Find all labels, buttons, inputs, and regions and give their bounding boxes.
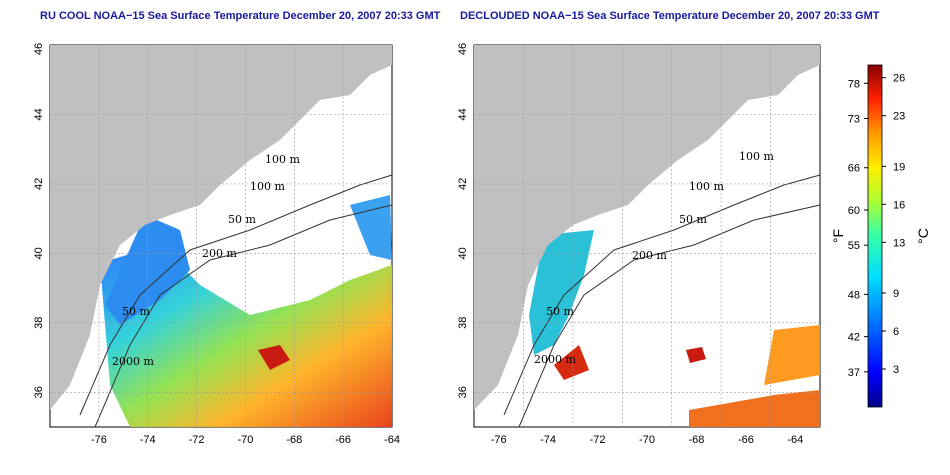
- colorbar-celsius-tick-label: 23: [893, 111, 905, 123]
- right-shelf-contour: [503, 174, 821, 416]
- left-contour-label-200m: 200 m: [202, 247, 237, 260]
- left-sst-warm-area: [100, 245, 392, 427]
- right-x-ticks: -76 -74 -72 -70 -68 -66 -64: [491, 434, 804, 446]
- colorbar-celsius-tick-label: 6: [893, 326, 899, 338]
- left-x-tick-label: -74: [140, 434, 156, 446]
- left-y-tick-label: 44: [33, 108, 45, 120]
- right-y-ticks: 36 38 40 42 44 46: [457, 43, 469, 399]
- left-contour-label-100m-a: 100 m: [265, 153, 300, 166]
- right-y-tick-label: 38: [457, 317, 469, 329]
- left-x-tick-label: -70: [237, 434, 253, 446]
- colorbar-gradient: [867, 64, 883, 408]
- left-warm-eddy: [258, 345, 290, 370]
- right-x-tick-label: -74: [540, 434, 556, 446]
- colorbar-celsius-tick-label: 9: [893, 288, 899, 300]
- left-y-tick-label: 40: [33, 247, 45, 259]
- right-sst-warm-patch: [554, 345, 589, 380]
- right-y-tick-label: 36: [457, 386, 469, 398]
- right-y-tick-label: 42: [457, 178, 469, 190]
- left-contour-label-100m-b: 100 m: [250, 180, 285, 193]
- right-y-tick-label: 40: [457, 247, 469, 259]
- left-land-mass: [50, 45, 392, 410]
- left-x-tick-label: -68: [286, 434, 302, 446]
- left-shelf-contour: [79, 174, 393, 416]
- right-land-mass: [474, 45, 820, 410]
- left-x-tick-label: -76: [91, 434, 107, 446]
- left-sst-patch-north: [350, 195, 392, 260]
- right-x-tick-label: -76: [491, 434, 507, 446]
- left-deep-contour: [94, 204, 393, 428]
- left-y-ticks: 36 38 40 42 44 46: [33, 43, 45, 399]
- left-map-title: RU COOL NOAA−15 Sea Surface Temperature …: [40, 10, 441, 22]
- right-x-tick-label: -66: [738, 434, 754, 446]
- colorbar-fahrenheit-tick-label: 78: [848, 78, 860, 90]
- colorbar-fahrenheit-tick-label: 60: [848, 205, 860, 217]
- colorbar-celsius-tick-label: 26: [893, 73, 905, 85]
- left-y-tick-label: 46: [33, 43, 45, 55]
- colorbar-fahrenheit-tick-label: 37: [848, 367, 860, 379]
- right-x-tick-label: -70: [639, 434, 655, 446]
- left-map-panel: 100 m 100 m 50 m 200 m 50 m 2000 m -76 -…: [33, 43, 400, 446]
- colorbar-celsius-unit: °C: [915, 228, 931, 244]
- colorbar-fahrenheit-tick-label: 73: [848, 113, 860, 125]
- right-deep-contour: [518, 204, 821, 428]
- right-x-tick-label: -68: [688, 434, 704, 446]
- colorbar-fahrenheit-tick-label: 66: [848, 163, 860, 175]
- right-x-tick-label: -72: [590, 434, 606, 446]
- colorbar-celsius-tick-label: 3: [893, 364, 899, 376]
- left-contour-label-50m-b: 50 m: [122, 305, 150, 318]
- left-x-ticks: -76 -74 -72 -70 -68 -66 -64: [91, 434, 400, 446]
- colorbar-celsius-tick-label: 19: [893, 161, 905, 173]
- colorbar-celsius-ticks: 26 23 19 16 13 9 6 3: [882, 73, 905, 376]
- right-contour-label-50m-b: 50 m: [546, 305, 574, 318]
- right-grid: [474, 45, 820, 427]
- right-contour-label-100m-b: 100 m: [689, 180, 724, 193]
- right-sst-eddy: [686, 347, 706, 363]
- right-contour-label-100m-a: 100 m: [739, 150, 774, 163]
- colorbar-fahrenheit-ticks: 78 73 66 60 55 48 42 37: [848, 78, 868, 379]
- right-map-title: DECLOUDED NOAA−15 Sea Surface Temperatur…: [460, 10, 880, 22]
- right-contour-label-50m-a: 50 m: [679, 213, 707, 226]
- colorbar-fahrenheit-tick-label: 48: [848, 289, 860, 301]
- right-sst-coastal-strip: [529, 230, 594, 355]
- colorbar-celsius-tick-label: 13: [893, 237, 905, 249]
- right-y-tick-label: 46: [457, 43, 469, 55]
- left-x-tick-label: -66: [335, 434, 351, 446]
- right-sst-south-patches: [689, 390, 820, 427]
- left-contour-label-2000m: 2000 m: [112, 355, 154, 368]
- colorbar-fahrenheit-unit: °F: [830, 229, 846, 243]
- colorbar-celsius-tick-label: 16: [893, 199, 905, 211]
- left-y-tick-label: 38: [33, 317, 45, 329]
- right-x-tick-label: -64: [787, 434, 803, 446]
- right-contour-label-2000m: 2000 m: [534, 353, 576, 366]
- left-grid: [50, 45, 392, 427]
- colorbar-fahrenheit-tick-label: 42: [848, 332, 860, 344]
- colorbar: 78 73 66 60 55 48 42 37 26 23 19 16 13 9 6 3 °F °C: [830, 64, 931, 408]
- left-contour-label-50m-a: 50 m: [228, 213, 256, 226]
- left-y-tick-label: 36: [33, 386, 45, 398]
- right-sst-east-patches: [764, 325, 820, 385]
- right-contour-label-200m: 200 m: [632, 249, 667, 262]
- right-y-tick-label: 44: [457, 108, 469, 120]
- left-y-tick-label: 42: [33, 178, 45, 190]
- colorbar-fahrenheit-tick-label: 55: [848, 240, 860, 252]
- left-x-tick-label: -72: [189, 434, 205, 446]
- right-map-panel: 100 m 100 m 50 m 200 m 50 m 2000 m -76 -…: [457, 43, 821, 446]
- left-x-tick-label: -64: [384, 434, 400, 446]
